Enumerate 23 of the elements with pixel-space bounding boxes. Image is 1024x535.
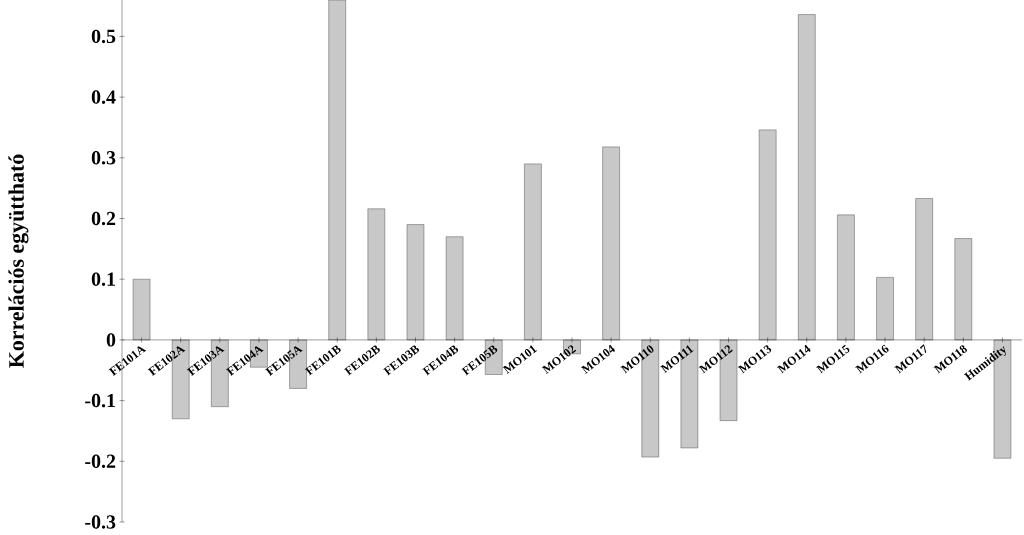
bar — [406, 224, 425, 341]
bar — [758, 129, 777, 341]
bar — [837, 214, 855, 341]
y-tick-label: 0.5 — [91, 29, 116, 44]
bar — [954, 238, 973, 341]
y-axis-title: Korrelációs együttható — [8, 154, 29, 368]
bar — [132, 279, 151, 341]
bar — [915, 198, 933, 341]
y-tick-label: -0.3 — [85, 515, 116, 529]
y-tick-label: 0.3 — [91, 151, 116, 165]
y-tick-label: 0.4 — [91, 90, 116, 104]
bar — [602, 146, 620, 341]
bar — [798, 14, 816, 341]
y-tick-label: 0 — [106, 333, 116, 347]
y-tick-label: -0.2 — [85, 454, 116, 469]
y-tick-label: -0.1 — [85, 393, 115, 408]
bar — [876, 277, 894, 341]
y-tick-label: 0.1 — [91, 272, 115, 286]
y-tick-label: 0.2 — [91, 211, 116, 226]
bar — [524, 163, 542, 341]
bar — [328, 0, 346, 341]
bar — [445, 236, 464, 341]
bar — [367, 208, 386, 341]
